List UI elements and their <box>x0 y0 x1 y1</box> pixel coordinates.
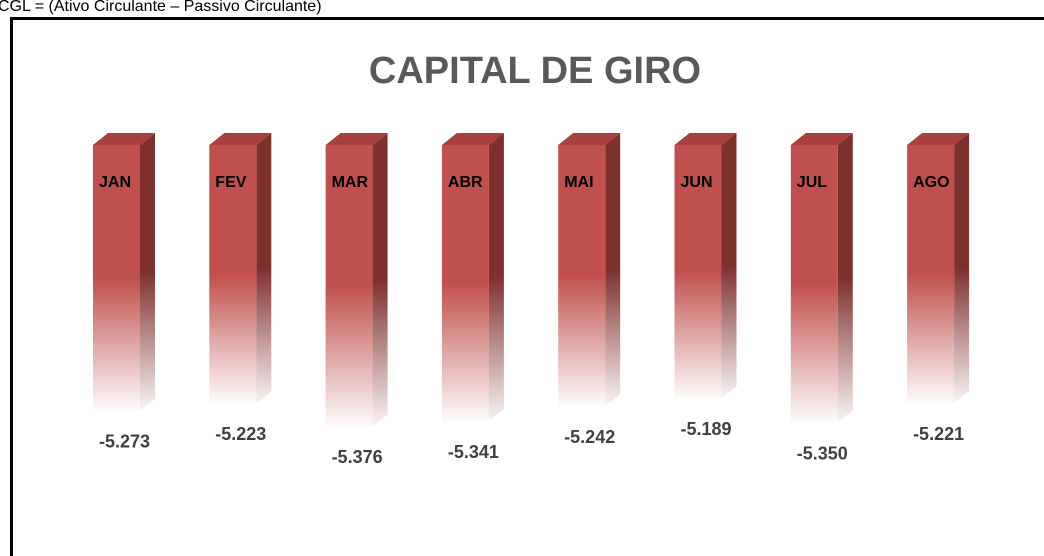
category-label: ABR <box>448 174 483 191</box>
bar-side <box>954 133 970 404</box>
chart-title: CAPITAL DE GIRO <box>369 50 701 92</box>
bar <box>558 145 606 407</box>
bar-top <box>790 133 853 145</box>
category-label: MAI <box>564 174 593 191</box>
bar-top <box>209 133 272 145</box>
value-label: -5.350 <box>797 443 848 463</box>
bar-side <box>140 133 155 411</box>
bar-top <box>558 133 621 145</box>
category-label: JAN <box>99 174 131 191</box>
bar <box>907 145 955 404</box>
bar-side <box>488 133 504 422</box>
category-label: MAR <box>332 174 369 191</box>
category-label: FEV <box>215 174 246 191</box>
value-label: -5.242 <box>564 427 615 447</box>
category-label: JUL <box>797 174 827 191</box>
annotation: CGL = (Ativo Circulante – Passivo Circul… <box>0 0 322 15</box>
category-label: AGO <box>913 174 949 191</box>
value-label: -5.273 <box>99 432 150 452</box>
value-label: -5.221 <box>913 424 964 444</box>
bar-top <box>441 133 504 145</box>
bar <box>93 145 140 411</box>
bar <box>209 145 257 404</box>
chart-frame <box>10 17 1044 556</box>
bar <box>790 145 838 423</box>
bar <box>325 145 373 427</box>
bar <box>441 145 489 422</box>
value-label: -5.189 <box>680 419 731 439</box>
bar-side <box>837 133 853 423</box>
bar-side <box>372 133 388 427</box>
value-label: -5.376 <box>332 447 383 467</box>
bar-top <box>325 133 388 145</box>
bar-side <box>721 133 737 399</box>
category-label: JUN <box>681 174 713 191</box>
bar-top <box>907 133 970 145</box>
value-label: -5.223 <box>215 424 266 444</box>
bar-side <box>256 133 272 404</box>
bar <box>674 145 722 399</box>
bar-top <box>674 133 737 145</box>
bar-top <box>93 133 155 145</box>
bar-side <box>605 133 621 407</box>
value-label: -5.341 <box>448 442 499 462</box>
